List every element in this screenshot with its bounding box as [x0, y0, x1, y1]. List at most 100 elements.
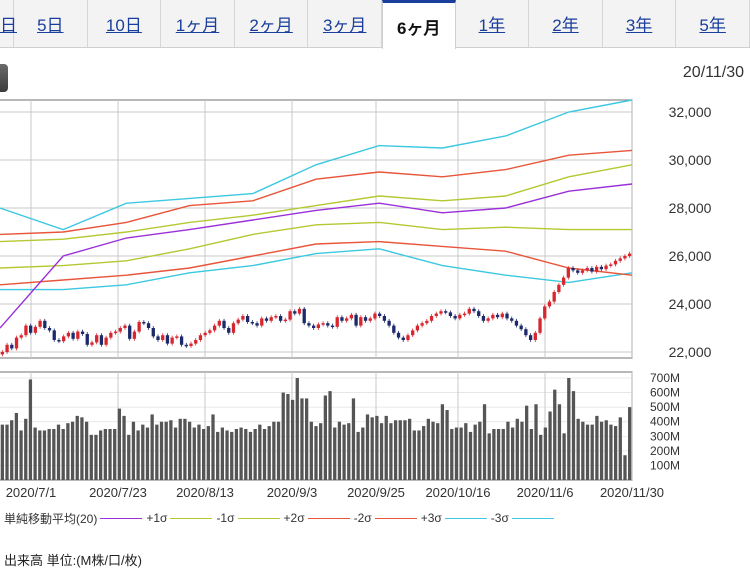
candle-body [123, 325, 127, 328]
tab-8[interactable]: 2年 [529, 0, 603, 47]
candle-body [505, 313, 509, 319]
volume-bar [431, 421, 435, 480]
candle-body [231, 323, 236, 333]
tab-9[interactable]: 3年 [603, 0, 677, 47]
volume-bar [108, 429, 112, 480]
legend-swatch [237, 517, 280, 519]
candle-body [236, 319, 240, 324]
tab-2[interactable]: 10日 [88, 0, 162, 47]
candle-body [283, 319, 287, 322]
candle-body [326, 323, 330, 326]
legend-label: +2σ [283, 511, 305, 525]
volume-bar [141, 424, 145, 480]
tab-6[interactable]: 6ヶ月 [381, 0, 456, 49]
legend-label: -1σ [216, 511, 235, 525]
volume-bar [216, 431, 220, 480]
tab-5[interactable]: 3ヶ月 [308, 0, 382, 47]
candle-body [528, 335, 533, 340]
candle-body [99, 335, 104, 345]
candle-body [222, 320, 226, 328]
candle-body [481, 316, 486, 321]
volume-bar [164, 421, 168, 480]
candle-body [547, 301, 552, 307]
candle-body [175, 336, 179, 338]
chart-scroll-handle[interactable] [0, 64, 8, 92]
legend-item: -2σ [354, 511, 417, 525]
candle-body [165, 335, 170, 344]
legend-item: +1σ [146, 511, 213, 525]
candle-body [472, 308, 476, 312]
candle-body [590, 268, 594, 272]
volume-bar [117, 408, 122, 480]
tab-10[interactable]: 5年 [676, 0, 750, 47]
volume-bar [244, 429, 248, 480]
candle-body [142, 322, 146, 324]
volume-bar [628, 407, 632, 480]
band-plus3 [0, 99, 633, 231]
price-tick-label: 30,000 [669, 152, 712, 168]
candle-body [533, 332, 537, 340]
volume-bar [187, 421, 192, 480]
tab-1[interactable]: 5日 [14, 0, 88, 47]
tab-0[interactable]: 日 [0, 0, 17, 47]
volume-bar [94, 434, 98, 480]
volume-bar [510, 427, 515, 480]
candle-body [354, 314, 358, 326]
tab-4[interactable]: 2ヶ月 [235, 0, 309, 47]
volume-bar [351, 398, 356, 480]
candle-body [179, 336, 184, 345]
candle-body [24, 325, 28, 336]
candle-body [396, 332, 401, 338]
volume-bar [379, 423, 384, 480]
volume-bar [515, 418, 519, 480]
price-tick-label: 24,000 [669, 296, 712, 312]
candle-body [47, 328, 52, 331]
volume-bar [384, 415, 388, 480]
volume-bar [253, 429, 257, 480]
candle-body [66, 332, 71, 337]
candle-body [439, 311, 443, 314]
volume-bar [178, 418, 182, 480]
candle-body [189, 343, 193, 346]
volume-bar [590, 424, 594, 480]
volume-bar [417, 430, 421, 480]
candle-body [198, 335, 203, 340]
volume-bar [571, 391, 576, 480]
legend-label: +3σ [420, 511, 442, 525]
candle-body [444, 311, 448, 313]
volume-tick-label: 600M [650, 386, 680, 400]
volume-bar [66, 423, 70, 480]
candle-body [373, 313, 377, 319]
volume-bar [562, 433, 566, 480]
candle-body [307, 323, 311, 326]
volume-bar [440, 404, 445, 480]
tab-3[interactable]: 1ヶ月 [161, 0, 235, 47]
legend-swatch [170, 517, 213, 519]
volume-bar [333, 427, 337, 480]
candle-body [33, 326, 38, 333]
candle-body [613, 260, 618, 265]
legend-item: +2σ [284, 511, 350, 525]
tab-7[interactable]: 1年 [456, 0, 530, 47]
band-ma20 [0, 183, 633, 329]
candle-body [109, 332, 113, 338]
volume-bar [548, 411, 552, 480]
legend-item: -3σ [491, 511, 554, 525]
volume-bar [539, 434, 543, 480]
legend-swatch [511, 517, 554, 519]
candle-body [80, 331, 85, 334]
volume-bar [304, 398, 309, 480]
candle-body [227, 328, 231, 333]
candle-body [278, 316, 283, 321]
legend-label: -3σ [490, 511, 509, 525]
volume-bar [445, 410, 449, 480]
candle-body [71, 332, 75, 339]
candle-body [495, 314, 500, 318]
candle-body [146, 323, 151, 328]
candle-body [118, 328, 122, 332]
volume-bar [473, 424, 477, 480]
volume-bar [576, 418, 580, 480]
candle-body [311, 325, 316, 328]
candle-body [274, 316, 278, 318]
x-tick-label: 2020/11/30 [600, 485, 664, 500]
